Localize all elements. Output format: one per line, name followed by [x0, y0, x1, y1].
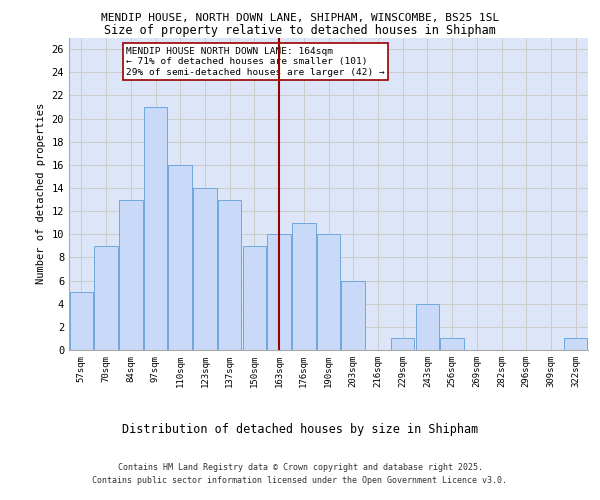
Text: Contains HM Land Registry data © Crown copyright and database right 2025.: Contains HM Land Registry data © Crown c…	[118, 462, 482, 471]
Bar	[70, 292, 93, 350]
Bar	[292, 222, 316, 350]
Bar	[268, 234, 291, 350]
Text: Distribution of detached houses by size in Shipham: Distribution of detached houses by size …	[122, 422, 478, 436]
Bar	[391, 338, 415, 350]
Text: Size of property relative to detached houses in Shipham: Size of property relative to detached ho…	[104, 24, 496, 37]
Bar	[564, 338, 587, 350]
Bar	[341, 280, 365, 350]
Text: MENDIP HOUSE, NORTH DOWN LANE, SHIPHAM, WINSCOMBE, BS25 1SL: MENDIP HOUSE, NORTH DOWN LANE, SHIPHAM, …	[101, 12, 499, 22]
Bar	[440, 338, 464, 350]
Text: Contains public sector information licensed under the Open Government Licence v3: Contains public sector information licen…	[92, 476, 508, 485]
Bar	[119, 200, 143, 350]
Bar	[169, 165, 192, 350]
Bar	[317, 234, 340, 350]
Bar	[218, 200, 241, 350]
Y-axis label: Number of detached properties: Number of detached properties	[36, 103, 46, 284]
Bar	[94, 246, 118, 350]
Bar	[242, 246, 266, 350]
Bar	[144, 107, 167, 350]
Bar	[416, 304, 439, 350]
Text: MENDIP HOUSE NORTH DOWN LANE: 164sqm
← 71% of detached houses are smaller (101)
: MENDIP HOUSE NORTH DOWN LANE: 164sqm ← 7…	[126, 46, 385, 76]
Bar	[193, 188, 217, 350]
